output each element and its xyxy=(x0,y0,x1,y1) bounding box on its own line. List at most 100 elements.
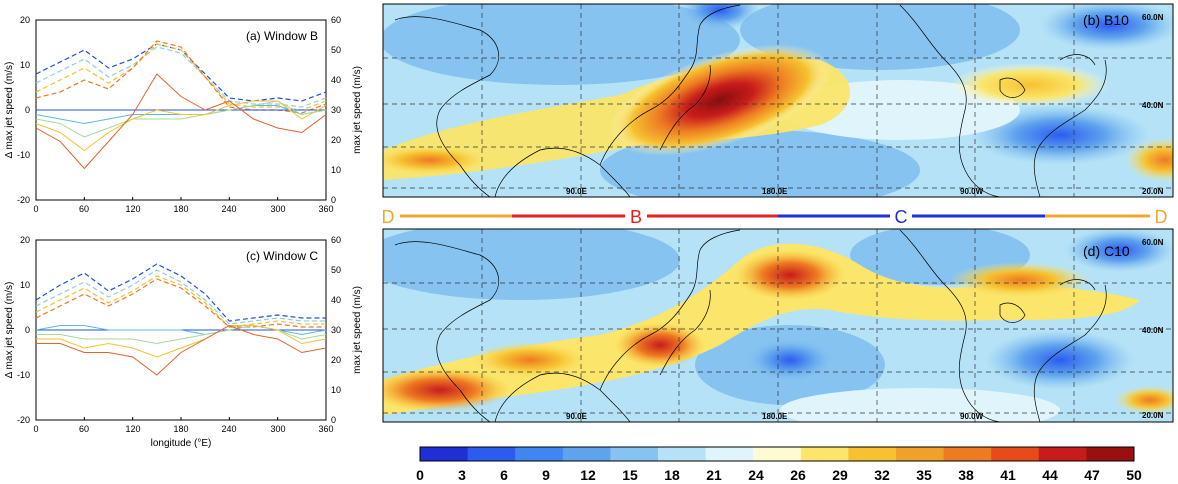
map-d-lon-label: 180.0E xyxy=(762,412,788,421)
y-tick-label: 0 xyxy=(331,195,336,205)
strip-label-d-left: D xyxy=(382,207,395,227)
series-line-a-8 xyxy=(35,73,327,170)
map-b-lon-label: 180.0E xyxy=(762,187,788,196)
map-d-field xyxy=(745,338,835,382)
map-d-lon-label: 90.0W xyxy=(960,412,984,421)
colorbar-cell xyxy=(420,447,469,461)
strip-label-d-right: D xyxy=(1155,207,1168,227)
x-tick-label: 180 xyxy=(173,424,188,434)
axis-ticks-c xyxy=(35,417,327,420)
axis-ticks-a xyxy=(35,197,327,200)
colorbar-frame xyxy=(419,446,1135,462)
y-tick-label: 20 xyxy=(331,135,341,145)
colorbar-tick-label: 35 xyxy=(916,467,932,483)
y-tick-label: 10 xyxy=(20,280,30,290)
map-d-field xyxy=(383,229,680,300)
panel-c-lines xyxy=(35,263,327,420)
panel-c-xticks: 0 60 120 180 240 300 360 xyxy=(33,424,333,434)
colorbar-tick-label: 26 xyxy=(790,467,806,483)
x-tick-label: 240 xyxy=(221,424,236,434)
colorbar-cells xyxy=(420,447,1135,461)
map-d-lat-label: 60.0N xyxy=(1142,238,1164,247)
map-b-frame xyxy=(382,3,1174,198)
colorbar-tick-label: 41 xyxy=(1000,467,1016,483)
x-tick-label: 60 xyxy=(79,424,89,434)
map-b-field xyxy=(680,4,760,30)
map-d-field xyxy=(615,323,705,367)
colorbar-cell xyxy=(515,447,564,461)
x-tick-label: 360 xyxy=(318,204,333,214)
y-tick-label: -20 xyxy=(17,415,30,425)
map-d-frame xyxy=(382,228,1174,423)
colorbar-cell xyxy=(562,447,611,461)
y-tick-label: 10 xyxy=(20,60,30,70)
y-tick-label: 50 xyxy=(331,265,341,275)
colorbar-cell xyxy=(610,447,659,461)
series-line-c-0 xyxy=(35,263,326,322)
strip-label-bg xyxy=(625,205,647,227)
x-tick-label: 120 xyxy=(125,204,140,214)
series-line-a-2 xyxy=(35,43,327,111)
map-b-field xyxy=(950,63,1110,107)
x-tick-label: 0 xyxy=(33,204,38,214)
colorbar-cell xyxy=(658,447,707,461)
y-tick-label: 20 xyxy=(20,235,30,245)
panel-c: (c) Window C 0 60 120 180 240 300 360 lo… xyxy=(4,235,363,449)
panel-a-title: (a) Window B xyxy=(246,29,318,43)
y-tick-label: 0 xyxy=(25,325,30,335)
series-line-c-3 xyxy=(35,278,326,328)
map-d-gridlines xyxy=(383,229,1173,422)
colorbar-tick-label: 32 xyxy=(874,467,890,483)
y-tick-label: 0 xyxy=(331,415,336,425)
map-b-lat-label: 20.0N xyxy=(1142,187,1164,196)
colorbar-tick-label: 0 xyxy=(416,467,424,483)
map-d: (d) C10 60.0N 40.0N 20.0N 90.0E 180.0E 9… xyxy=(382,228,1174,423)
colorbar-tick-label: 12 xyxy=(580,467,596,483)
y-tick-label: 10 xyxy=(331,165,341,175)
map-b-gridlines xyxy=(383,4,1173,197)
y-tick-label: 10 xyxy=(331,385,341,395)
series-line-c-1 xyxy=(35,269,326,325)
map-b-core xyxy=(609,44,831,156)
colorbar-cell xyxy=(705,447,754,461)
series-line-c-2 xyxy=(35,275,326,328)
y-tick-label: 30 xyxy=(331,325,341,335)
panel-c-yticks-right: 0 10 20 30 40 50 60 xyxy=(331,235,341,425)
map-d-label: (d) C10 xyxy=(1083,243,1130,259)
y-tick-label: -20 xyxy=(17,195,30,205)
colorbar-cell xyxy=(753,447,802,461)
map-d-field xyxy=(780,388,1060,422)
panel-c-xlabel: longitude (°E) xyxy=(151,438,212,449)
map-d-lon-label: 90.0E xyxy=(566,412,588,421)
map-b-coastlines xyxy=(394,4,1107,197)
map-b-lat-label: 60.0N xyxy=(1142,13,1164,22)
colorbar-cell xyxy=(943,447,992,461)
map-d-field xyxy=(950,262,1090,298)
colorbar-cell xyxy=(800,447,849,461)
colorbar-tick-label: 47 xyxy=(1084,467,1100,483)
colorbar-cell xyxy=(467,447,516,461)
panel-c-ylabel-right: max jet speed (m/s) xyxy=(352,286,363,374)
y-tick-label: 0 xyxy=(25,105,30,115)
map-d-field xyxy=(985,330,1135,390)
x-tick-label: 120 xyxy=(125,424,140,434)
colorbar-cell xyxy=(848,447,897,461)
map-d-field xyxy=(470,342,590,378)
series-line-a-7 xyxy=(35,100,327,152)
colorbar-tick-label: 15 xyxy=(622,467,638,483)
colorbar-tick-label: 21 xyxy=(706,467,722,483)
map-b-lon-label: 90.0W xyxy=(960,187,984,196)
map-b-label: (b) B10 xyxy=(1083,12,1129,28)
colorbar-tick-label: 38 xyxy=(958,467,974,483)
map-b-lat-label: 40.0N xyxy=(1142,101,1164,110)
colorbar-tick-label: 50 xyxy=(1126,467,1142,483)
strip-label-b: B xyxy=(630,207,642,227)
map-b-field xyxy=(970,105,1150,165)
colorbar-tick-label: 18 xyxy=(664,467,680,483)
colorbar-cell xyxy=(991,447,1040,461)
x-tick-label: 60 xyxy=(79,204,89,214)
series-line-c-8 xyxy=(36,324,327,376)
colorbar-tick-label: 24 xyxy=(748,467,764,483)
colorbar-ticks: 0 3 6 9 12 15 18 21 24 26 29 32 35 38 41 44 47 50 xyxy=(416,467,1142,483)
